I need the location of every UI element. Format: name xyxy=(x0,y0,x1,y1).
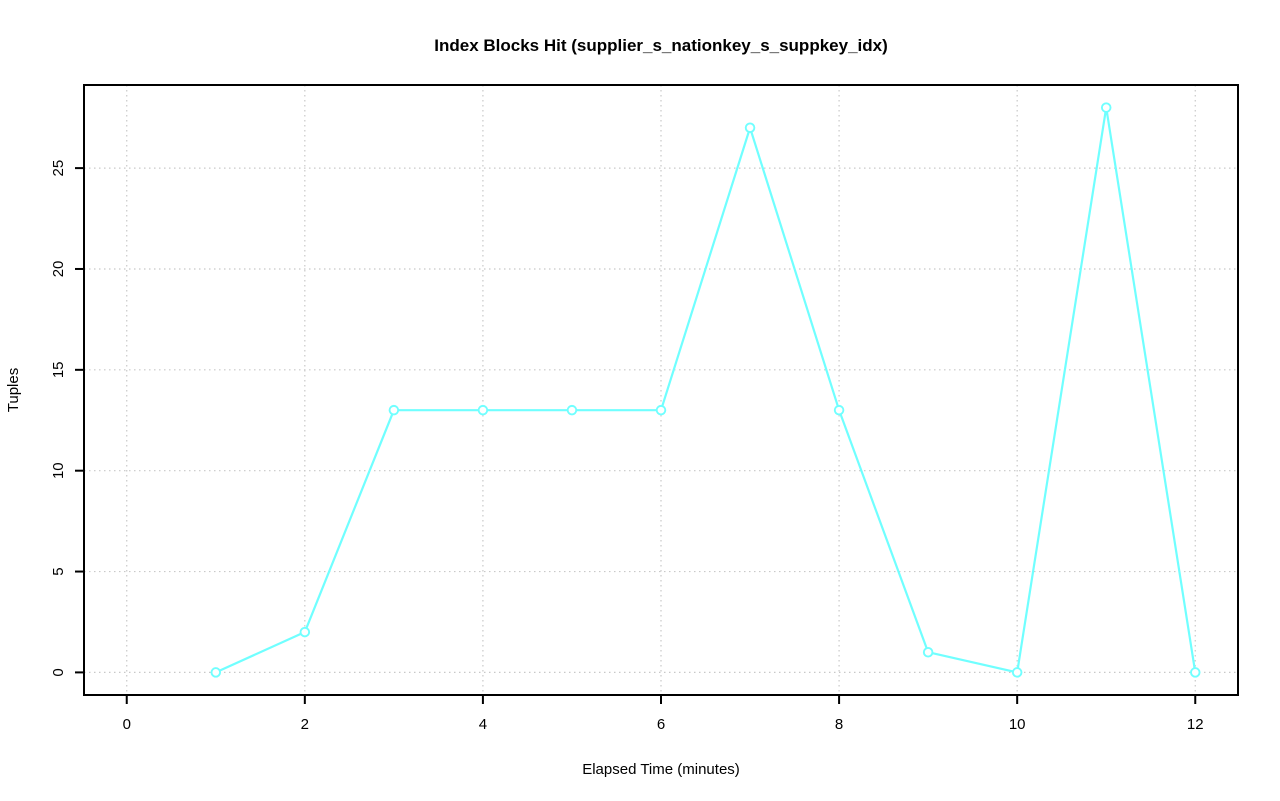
data-point xyxy=(833,404,845,416)
series-layer xyxy=(210,102,1201,678)
y-tick-label: 0 xyxy=(50,668,67,676)
data-point xyxy=(744,122,756,134)
x-axis-label: Elapsed Time (minutes) xyxy=(582,761,740,778)
x-tick-label: 8 xyxy=(835,716,843,733)
x-tick-label: 4 xyxy=(479,716,487,733)
data-point xyxy=(655,404,667,416)
series-line xyxy=(215,106,1197,674)
y-axis-label: Tuples xyxy=(5,368,22,412)
data-point xyxy=(1190,667,1201,678)
x-tick-label: 12 xyxy=(1187,716,1204,733)
data-point xyxy=(388,404,400,416)
x-tick-label: 2 xyxy=(301,716,309,733)
data-point xyxy=(299,626,311,638)
y-tick-label: 25 xyxy=(50,160,67,177)
y-tick-label: 20 xyxy=(50,261,67,278)
grid-layer xyxy=(84,85,1238,695)
x-tick-label: 6 xyxy=(657,716,665,733)
data-point xyxy=(477,404,489,416)
data-point xyxy=(1011,667,1023,678)
data-point xyxy=(1100,102,1112,113)
y-tick-label: 10 xyxy=(50,462,67,479)
chart-title: Index Blocks Hit (supplier_s_nationkey_s… xyxy=(434,36,888,55)
data-point xyxy=(566,404,578,416)
data-point xyxy=(210,667,222,678)
x-tick-label: 0 xyxy=(123,716,131,733)
x-tick-label: 10 xyxy=(1009,716,1026,733)
data-point xyxy=(922,646,934,658)
y-tick-label: 15 xyxy=(50,361,67,378)
plot-border xyxy=(83,84,1239,696)
axis-layer: 0 2 4 6 8 10 12 0 5 10 15 20 25 xyxy=(50,84,1239,733)
y-tick-label: 5 xyxy=(50,567,67,575)
